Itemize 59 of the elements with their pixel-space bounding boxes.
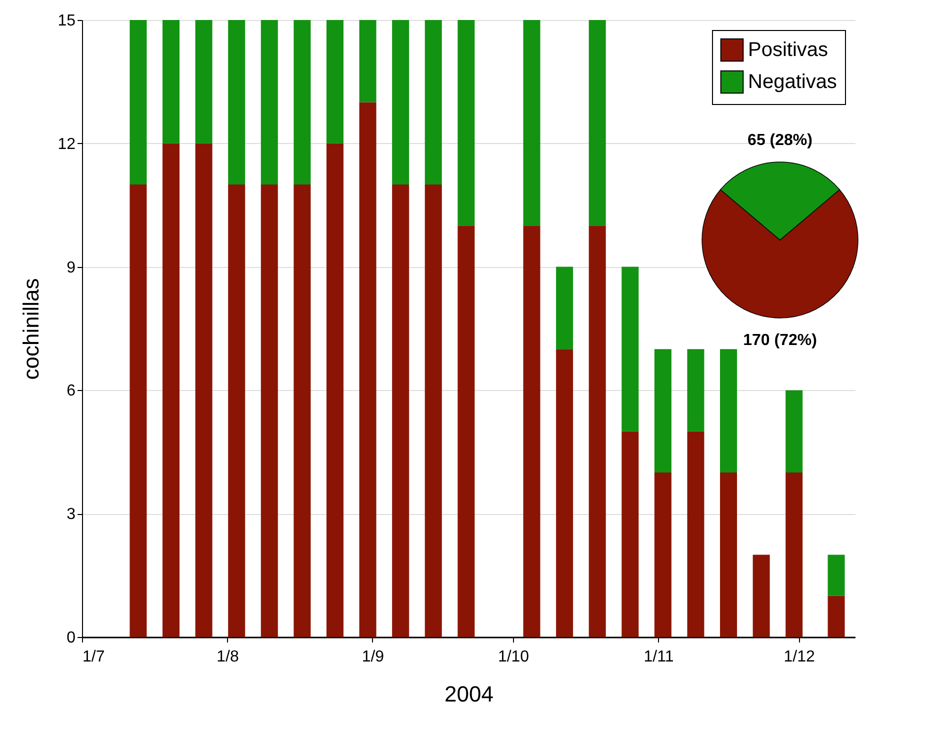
- bar: [424, 20, 442, 185]
- bar: [228, 20, 246, 185]
- bar: [786, 472, 803, 637]
- y-tick-label: 6: [66, 382, 76, 400]
- x-tick-label: 1/9: [362, 648, 384, 666]
- bar: [622, 431, 639, 637]
- bar: [294, 20, 311, 185]
- y-tick-label: 12: [58, 136, 76, 153]
- bar: [392, 184, 410, 637]
- bar: [260, 20, 278, 185]
- bar: [687, 349, 704, 432]
- bar: [162, 143, 180, 637]
- x-tick-label: 1/10: [498, 648, 530, 666]
- data-label: 170 (72%): [743, 332, 817, 349]
- bar: [195, 20, 212, 144]
- x-tick-label: 1/11: [644, 648, 674, 666]
- bar: [523, 20, 540, 226]
- bar: [523, 226, 540, 637]
- y-tick-label: 9: [66, 259, 76, 276]
- x-tick-label: 1/7: [82, 648, 105, 666]
- bar: [828, 596, 845, 637]
- bar: [588, 226, 606, 637]
- bar: [260, 184, 278, 637]
- bar: [828, 554, 845, 596]
- bar: [720, 349, 738, 472]
- bar: [588, 20, 606, 226]
- bar: [195, 143, 212, 637]
- legend-label: Negativas: [748, 71, 837, 93]
- legend-label: Positivas: [748, 39, 828, 61]
- bar: [162, 20, 180, 144]
- x-axis-title: 2004: [444, 682, 494, 706]
- bar: [458, 226, 475, 637]
- data-label: 65 (28%): [748, 132, 812, 149]
- y-tick-label: 0: [66, 630, 76, 646]
- bar: [687, 431, 704, 637]
- bar: [654, 472, 672, 637]
- x-tick-label: 1/12: [784, 648, 815, 666]
- bar: [424, 184, 442, 637]
- bar: [326, 143, 344, 637]
- bar: [654, 349, 672, 472]
- bar: [392, 20, 410, 185]
- bar: [720, 472, 738, 637]
- bar: [622, 266, 639, 432]
- bar: [458, 20, 475, 226]
- bar: [228, 184, 246, 637]
- bar: [556, 349, 574, 637]
- bar: [556, 266, 574, 350]
- bar: [359, 20, 376, 102]
- bar: [326, 20, 344, 144]
- bar: [294, 184, 311, 637]
- bar: [786, 390, 803, 472]
- y-axis-title: cochinillas: [18, 278, 44, 380]
- bar: [130, 20, 147, 185]
- y-tick-label: 15: [58, 12, 76, 30]
- bar: [130, 184, 147, 637]
- bar: [752, 554, 770, 637]
- bar: [359, 102, 376, 637]
- y-tick-label: 3: [66, 506, 76, 524]
- x-tick-label: 1/8: [216, 648, 239, 666]
